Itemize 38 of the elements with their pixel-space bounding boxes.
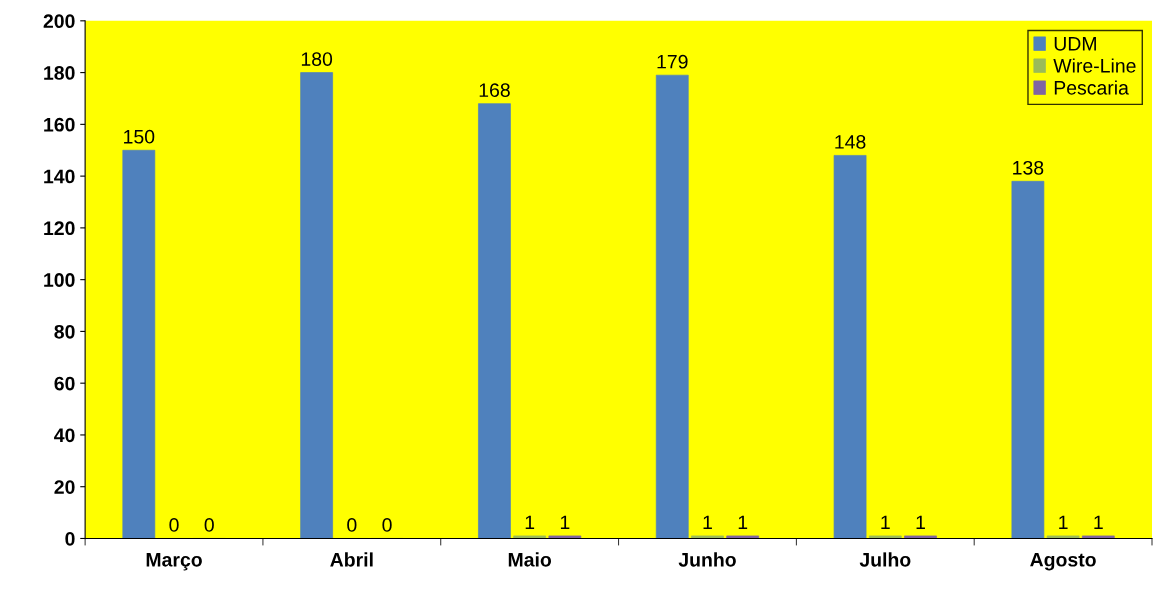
y-tick-label: 0 bbox=[65, 531, 75, 546]
data-label: 0 bbox=[347, 518, 357, 532]
y-tick-label: 40 bbox=[54, 428, 75, 443]
data-label: 138 bbox=[1013, 160, 1044, 175]
x-tick-label: Julho bbox=[859, 552, 911, 567]
data-label: 1 bbox=[881, 515, 890, 530]
x-tick-label: Março bbox=[146, 553, 202, 571]
y-tick-label: 100 bbox=[44, 273, 75, 287]
data-label: 0 bbox=[382, 518, 392, 532]
data-label: 148 bbox=[835, 135, 866, 149]
data-label: 0 bbox=[169, 518, 179, 532]
data-label: 150 bbox=[124, 129, 155, 144]
data-label: 1 bbox=[1094, 515, 1103, 530]
data-label: 1 bbox=[738, 515, 748, 530]
data-label: 179 bbox=[657, 54, 688, 69]
y-tick-label: 80 bbox=[54, 324, 75, 339]
data-label: 1 bbox=[916, 515, 925, 530]
data-label: 1 bbox=[1059, 515, 1068, 530]
x-tick-label: Junho bbox=[678, 552, 736, 567]
data-label: 1 bbox=[560, 515, 570, 530]
y-tick-label: 180 bbox=[44, 66, 75, 80]
data-label: 1 bbox=[703, 515, 712, 530]
data-label: 0 bbox=[204, 518, 214, 532]
legend-label: Wire-Line bbox=[1053, 58, 1136, 73]
data-label: 1 bbox=[525, 515, 535, 530]
legend-label: UDM bbox=[1054, 37, 1096, 51]
y-tick-label: 20 bbox=[54, 480, 75, 494]
y-tick-label: 140 bbox=[44, 169, 75, 184]
legend-label: Pescaria bbox=[1054, 80, 1129, 95]
x-tick-label: Abril bbox=[330, 552, 373, 567]
data-label: 180 bbox=[301, 52, 333, 66]
y-tick-label: 120 bbox=[44, 221, 75, 236]
y-tick-label: 160 bbox=[44, 117, 75, 132]
y-tick-label: 200 bbox=[43, 14, 75, 29]
x-tick-label: Agosto bbox=[1030, 552, 1096, 571]
y-tick-label: 60 bbox=[54, 376, 75, 391]
x-tick-label: Maio bbox=[508, 552, 552, 567]
data-label: 168 bbox=[479, 83, 510, 98]
